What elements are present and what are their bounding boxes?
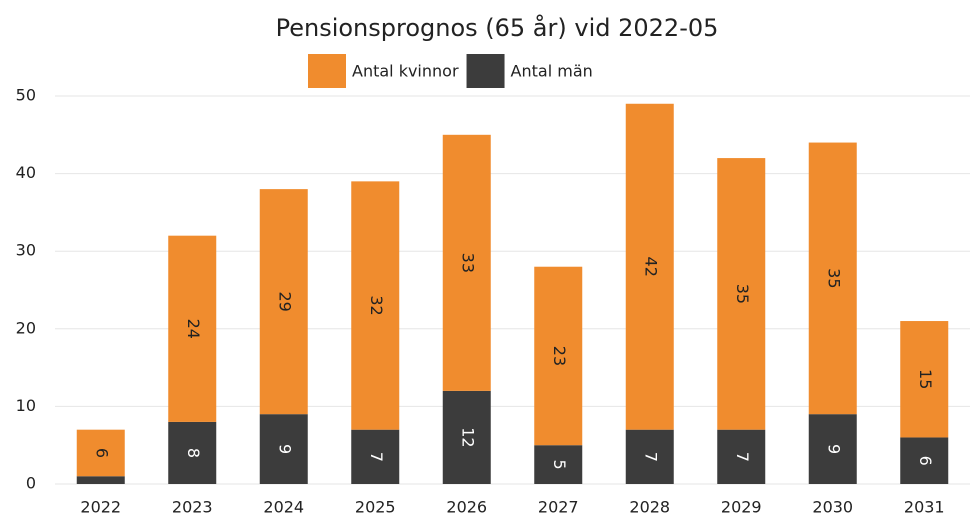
y-tick-label: 40 bbox=[16, 163, 36, 182]
bar-segment bbox=[900, 437, 949, 484]
data-label: 24 bbox=[184, 319, 203, 339]
x-tick-label: 2028 bbox=[629, 498, 670, 515]
bar-segment bbox=[625, 103, 674, 430]
y-tick-label: 0 bbox=[26, 474, 36, 493]
bar-segment bbox=[534, 266, 583, 446]
bar-segment bbox=[717, 158, 766, 430]
x-tick-label: 2023 bbox=[172, 498, 213, 515]
x-tick-label: 2024 bbox=[263, 498, 304, 515]
bar-segment bbox=[76, 476, 125, 484]
data-label: 6 bbox=[916, 456, 935, 466]
x-tick-label: 2031 bbox=[904, 498, 945, 515]
data-label: 12 bbox=[458, 427, 477, 447]
y-tick-label: 10 bbox=[16, 396, 36, 415]
bar-segment bbox=[351, 181, 400, 430]
y-tick-label: 20 bbox=[16, 318, 36, 337]
bar-segment bbox=[76, 429, 125, 477]
legend-swatch bbox=[308, 54, 346, 88]
bar-segment bbox=[442, 390, 491, 484]
data-label: 9 bbox=[275, 444, 294, 454]
data-label: 35 bbox=[824, 268, 843, 288]
y-tick-label: 30 bbox=[16, 241, 36, 260]
data-label: 33 bbox=[458, 253, 477, 273]
x-tick-label: 2030 bbox=[812, 498, 853, 515]
bar-segment bbox=[808, 414, 857, 484]
x-tick-label: 2025 bbox=[355, 498, 396, 515]
bar-segment bbox=[717, 429, 766, 484]
y-tick-label: 50 bbox=[16, 86, 36, 105]
x-tick-label: 2029 bbox=[721, 498, 762, 515]
x-tick-label: 2022 bbox=[80, 498, 121, 515]
data-label: 9 bbox=[824, 444, 843, 454]
data-label: 42 bbox=[641, 257, 660, 277]
legend-label: Antal män bbox=[511, 62, 593, 81]
data-label: 15 bbox=[916, 369, 935, 389]
bar-segment bbox=[534, 445, 583, 484]
data-label: 35 bbox=[733, 284, 752, 304]
x-tick-label: 2027 bbox=[538, 498, 579, 515]
bar-segment bbox=[168, 421, 217, 484]
data-label: 7 bbox=[367, 452, 386, 462]
bar-segment bbox=[900, 321, 949, 438]
legend-swatch bbox=[466, 54, 505, 88]
legend-label: Antal kvinnor bbox=[352, 62, 459, 81]
bar-segment bbox=[442, 134, 491, 391]
bar-segment bbox=[351, 429, 400, 484]
chart-title: Pensionsprognos (65 år) vid 2022-05 bbox=[276, 13, 719, 42]
data-label: 23 bbox=[550, 346, 569, 366]
data-label: 32 bbox=[367, 295, 386, 315]
data-label: 7 bbox=[641, 452, 660, 462]
bar-segment bbox=[625, 429, 674, 484]
bar-segment bbox=[168, 235, 217, 422]
data-label: 29 bbox=[275, 291, 294, 311]
data-label: 5 bbox=[550, 460, 569, 470]
bar-segment bbox=[259, 189, 308, 415]
data-label: 6 bbox=[92, 448, 111, 458]
bar-segment bbox=[808, 142, 857, 415]
data-label: 8 bbox=[184, 448, 203, 458]
x-tick-label: 2026 bbox=[446, 498, 487, 515]
data-label: 7 bbox=[733, 452, 752, 462]
bar-segment bbox=[259, 414, 308, 484]
